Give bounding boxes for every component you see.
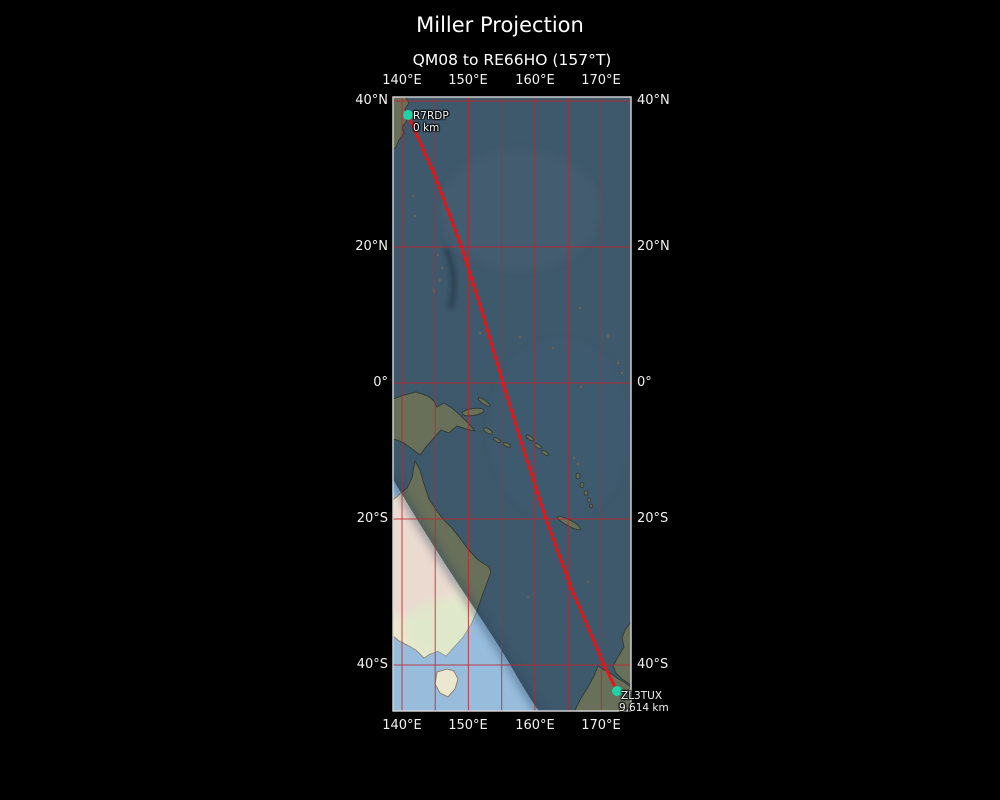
lon-tick-top-150e: 150°E (448, 73, 488, 88)
lat-tick-left-0: 0° (373, 375, 388, 390)
vanuatu-islands (572, 456, 593, 509)
origin-distance-label: 0 km (413, 122, 440, 134)
route-path (406, 113, 619, 693)
marker-origin (403, 110, 413, 120)
sea-texture (490, 340, 630, 520)
figure-title: Miller Projection (416, 13, 584, 37)
lon-tick-top-160e: 160°E (515, 73, 555, 88)
terminator-line (393, 473, 543, 711)
lat-tick-right-40n: 40°N (637, 93, 670, 108)
lat-tick-right-0: 0° (637, 375, 652, 390)
lon-tick-top-170e: 170°E (581, 73, 621, 88)
land-new-caledonia (556, 515, 582, 531)
land-new-britain (461, 407, 485, 417)
lat-tick-right-20s: 20°S (637, 511, 669, 526)
lon-tick-bottom-140e: 140°E (382, 718, 422, 733)
graticule (393, 97, 631, 711)
lon-tick-bottom-160e: 160°E (515, 718, 555, 733)
origin-callsign-label: R7RDP (413, 110, 449, 122)
solomon-islands (483, 427, 549, 457)
lon-tick-top-140e: 140°E (382, 73, 422, 88)
lat-tick-left-40s: 40°S (356, 657, 388, 672)
lat-tick-left-20s: 20°S (356, 511, 388, 526)
land-nz-north (612, 621, 631, 686)
land-new-ireland (477, 397, 491, 407)
trench-shading (443, 247, 457, 309)
lat-tick-left-20n: 20°N (355, 239, 388, 254)
lat-tick-right-40s: 40°S (637, 657, 669, 672)
destination-distance-label: 9,614 km (619, 702, 669, 714)
axes-subtitle: QM08 to RE66HO (157°T) (412, 51, 612, 69)
lon-tick-bottom-150e: 150°E (448, 718, 488, 733)
lat-tick-left-40n: 40°N (355, 93, 388, 108)
destination-callsign-label: ZL3TUX (621, 690, 663, 702)
land-japan (393, 97, 410, 151)
land-new-guinea (393, 391, 477, 456)
micronesia-atolls (411, 194, 624, 599)
map-border (392, 96, 632, 712)
lat-tick-right-20n: 20°N (637, 239, 670, 254)
sea-texture (440, 150, 600, 270)
lon-tick-bottom-170e: 170°E (581, 718, 621, 733)
marker-destination (612, 686, 622, 696)
